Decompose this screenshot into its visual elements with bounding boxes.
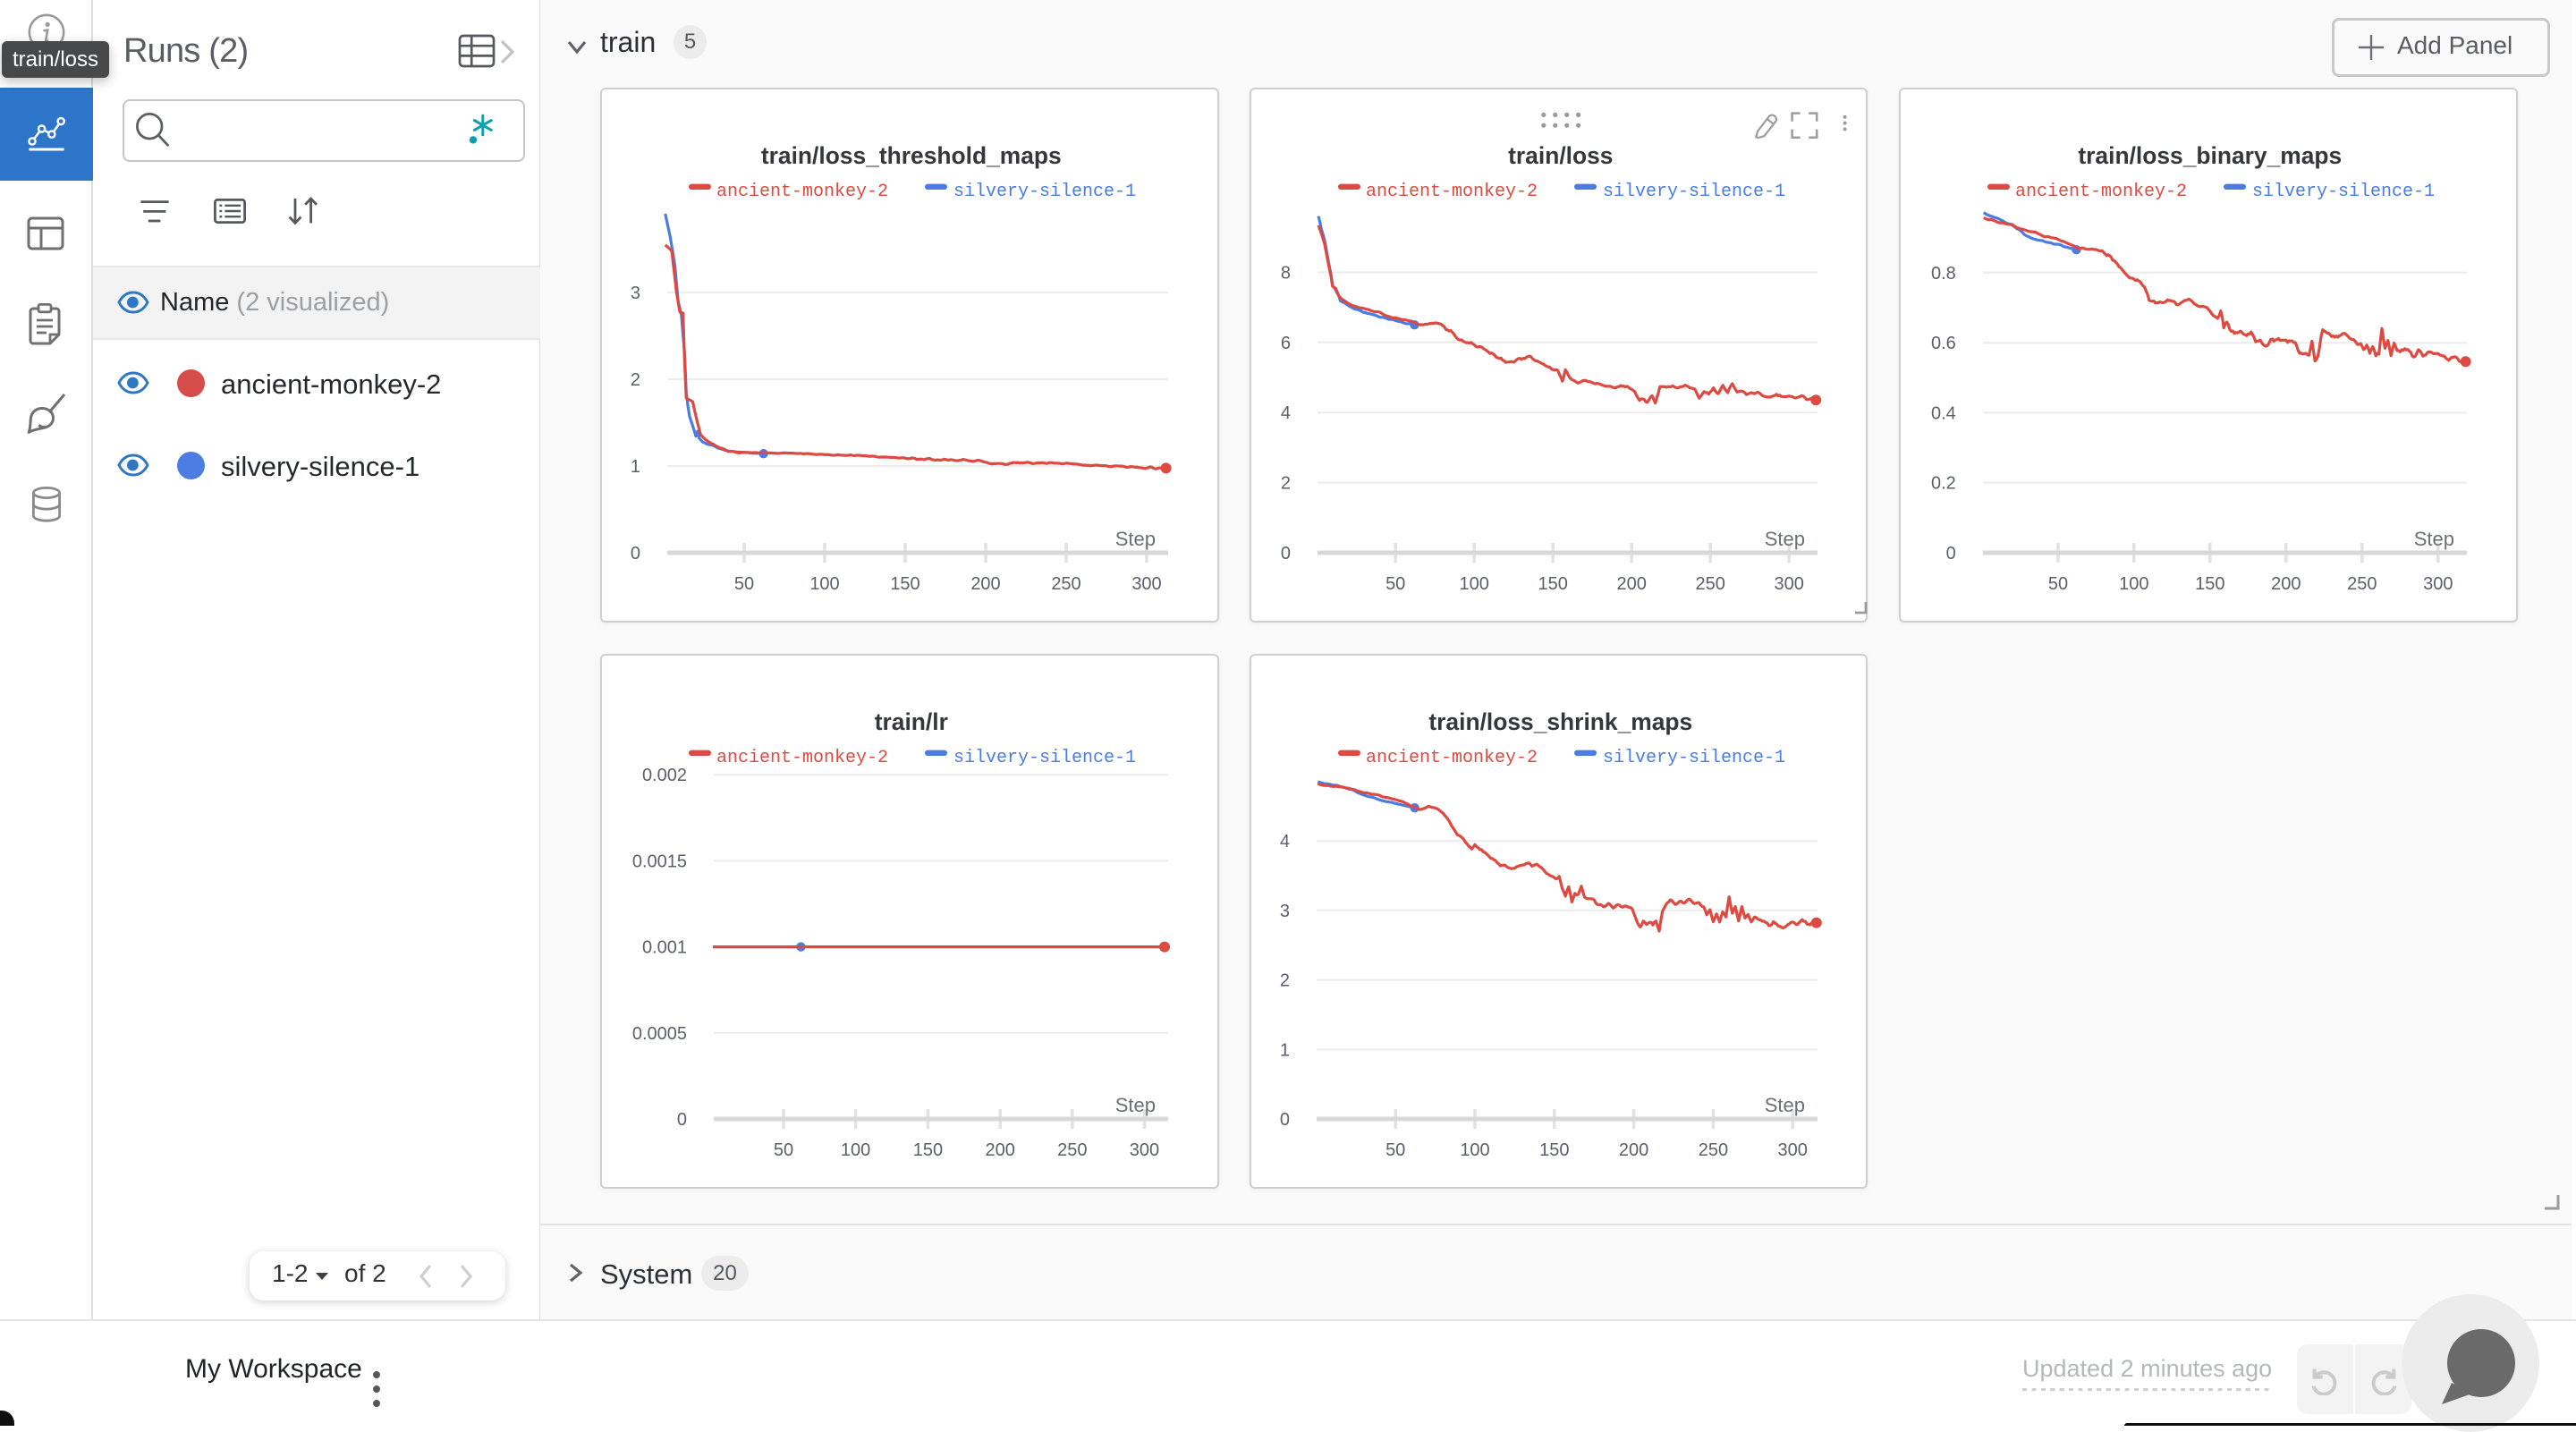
svg-text:150: 150 <box>913 1140 943 1160</box>
svg-text:ancient-monkey-2: ancient-monkey-2 <box>2015 182 2187 202</box>
svg-text:50: 50 <box>734 574 754 594</box>
svg-text:silvery-silence-1: silvery-silence-1 <box>1603 182 1785 202</box>
svg-text:train/loss_shrink_maps: train/loss_shrink_maps <box>1428 708 1692 735</box>
svg-text:100: 100 <box>2119 574 2148 594</box>
svg-text:50: 50 <box>774 1140 793 1160</box>
svg-text:train/loss_threshold_maps: train/loss_threshold_maps <box>761 142 1062 169</box>
svg-text:200: 200 <box>1619 1140 1648 1160</box>
svg-text:0.4: 0.4 <box>1931 404 1956 424</box>
svg-text:300: 300 <box>1131 574 1161 594</box>
svg-text:50: 50 <box>1385 574 1405 594</box>
svg-text:200: 200 <box>2271 574 2301 594</box>
svg-text:100: 100 <box>1459 574 1488 594</box>
svg-text:300: 300 <box>2423 574 2453 594</box>
svg-text:ancient-monkey-2: ancient-monkey-2 <box>716 182 888 202</box>
svg-text:100: 100 <box>1460 1140 1489 1160</box>
svg-text:Step: Step <box>1764 1094 1804 1116</box>
svg-text:0.8: 0.8 <box>1931 264 1956 284</box>
svg-text:train/loss_binary_maps: train/loss_binary_maps <box>2078 142 2342 169</box>
svg-text:100: 100 <box>841 1140 870 1160</box>
svg-text:150: 150 <box>1538 574 1567 594</box>
svg-text:silvery-silence-1: silvery-silence-1 <box>953 748 1136 768</box>
svg-text:3: 3 <box>631 284 640 303</box>
svg-text:0.6: 0.6 <box>1931 334 1956 353</box>
svg-text:200: 200 <box>970 574 1000 594</box>
svg-text:250: 250 <box>1695 574 1724 594</box>
svg-text:200: 200 <box>1616 574 1646 594</box>
svg-text:4: 4 <box>1281 403 1291 423</box>
svg-text:0.0005: 0.0005 <box>632 1023 687 1043</box>
svg-text:250: 250 <box>1057 1140 1087 1160</box>
svg-text:0.001: 0.001 <box>642 937 687 957</box>
svg-text:0: 0 <box>1281 544 1291 563</box>
svg-text:8: 8 <box>1281 264 1291 284</box>
svg-text:1: 1 <box>631 457 640 477</box>
svg-text:300: 300 <box>1777 1140 1807 1160</box>
svg-text:250: 250 <box>1051 574 1080 594</box>
svg-text:50: 50 <box>2048 574 2068 594</box>
svg-text:200: 200 <box>986 1140 1015 1160</box>
svg-text:2: 2 <box>1280 970 1290 990</box>
svg-text:2: 2 <box>1281 474 1291 494</box>
svg-text:Step: Step <box>1115 528 1156 550</box>
svg-text:Step: Step <box>1764 528 1804 550</box>
svg-text:150: 150 <box>1539 1140 1569 1160</box>
svg-text:0: 0 <box>631 544 640 563</box>
svg-text:1: 1 <box>1280 1040 1290 1060</box>
svg-text:silvery-silence-1: silvery-silence-1 <box>1603 748 1785 768</box>
svg-text:silvery-silence-1: silvery-silence-1 <box>2252 182 2435 202</box>
svg-text:0: 0 <box>1946 544 1956 563</box>
svg-text:0.002: 0.002 <box>642 766 687 785</box>
svg-text:100: 100 <box>809 574 839 594</box>
svg-text:50: 50 <box>1385 1140 1405 1160</box>
svg-text:Step: Step <box>2414 528 2454 550</box>
svg-text:0: 0 <box>1280 1110 1290 1130</box>
svg-text:150: 150 <box>2195 574 2224 594</box>
svg-text:300: 300 <box>1774 574 1803 594</box>
svg-text:6: 6 <box>1281 334 1291 353</box>
svg-text:ancient-monkey-2: ancient-monkey-2 <box>1366 182 1538 202</box>
svg-text:Step: Step <box>1115 1094 1156 1116</box>
svg-text:silvery-silence-1: silvery-silence-1 <box>953 182 1136 202</box>
svg-text:250: 250 <box>1698 1140 1727 1160</box>
svg-text:300: 300 <box>1130 1140 1159 1160</box>
svg-text:0.0015: 0.0015 <box>632 852 687 871</box>
svg-text:0: 0 <box>677 1110 687 1130</box>
svg-text:4: 4 <box>1280 832 1290 852</box>
svg-text:3: 3 <box>1280 901 1290 920</box>
svg-text:150: 150 <box>890 574 919 594</box>
svg-text:ancient-monkey-2: ancient-monkey-2 <box>1366 748 1538 768</box>
svg-text:ancient-monkey-2: ancient-monkey-2 <box>716 748 888 768</box>
svg-text:train/loss: train/loss <box>1508 142 1613 169</box>
svg-text:250: 250 <box>2347 574 2377 594</box>
svg-text:train/lr: train/lr <box>875 708 948 735</box>
svg-text:0.2: 0.2 <box>1931 474 1956 494</box>
svg-text:2: 2 <box>631 370 640 390</box>
